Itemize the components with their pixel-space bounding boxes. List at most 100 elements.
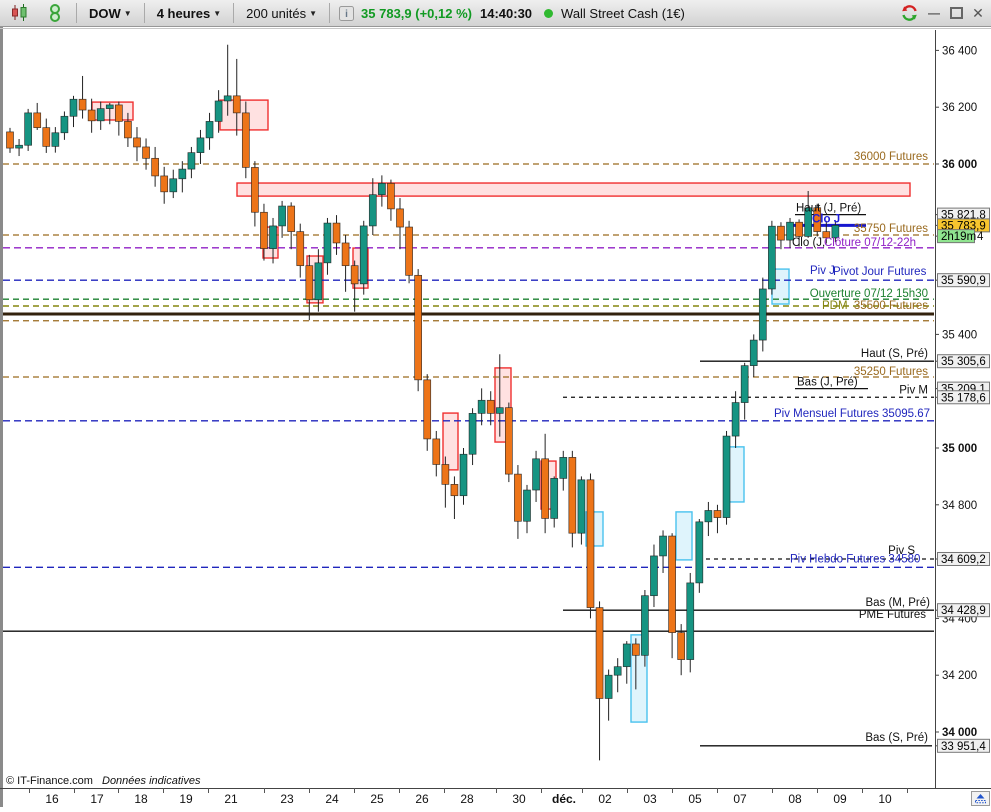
candle <box>577 479 586 534</box>
provider-credit: © IT-Finance.com <box>6 775 93 787</box>
maximize-icon <box>949 7 963 19</box>
candle <box>241 112 250 168</box>
chevron-down-icon: ▼ <box>123 9 132 18</box>
price-tag-label: 35 178,6 <box>941 392 986 404</box>
axis-date-label: 02 <box>598 792 612 806</box>
level-label: Pivot Jour Futures <box>833 266 927 278</box>
level-label: Haut (S, Pré) <box>861 348 928 360</box>
minimize-button[interactable]: — <box>928 6 940 20</box>
axis-date-label: déc. <box>552 792 576 806</box>
axis-date-label: 19 <box>179 792 193 806</box>
units-dropdown[interactable]: 200 unités ▼ <box>240 4 323 23</box>
level-label: 35500 Futures <box>854 300 928 312</box>
candle <box>695 521 704 584</box>
candle <box>822 231 831 239</box>
toolbar-separator <box>329 3 331 23</box>
axis-price-label: 35 400 <box>942 329 977 341</box>
candle <box>260 211 268 249</box>
demand-zone <box>630 634 648 723</box>
candle <box>432 438 441 465</box>
axis-date-label: 07 <box>733 792 747 806</box>
level-label: Piv Mensuel Futures 35095.67 <box>774 408 930 420</box>
level-label: PDM <box>822 300 848 312</box>
chart-toolbar: DOW ▼ 4 heures ▼ 200 unités ▼ i 35 783,9… <box>0 0 991 27</box>
candle <box>278 205 286 227</box>
candle <box>133 137 141 148</box>
candle <box>396 208 404 228</box>
candle <box>731 402 740 437</box>
info-button[interactable]: i <box>336 4 357 23</box>
candle <box>187 152 196 170</box>
chevron-down-icon: ▼ <box>309 9 318 18</box>
candle <box>368 194 377 227</box>
axis-price-label: 36 000 <box>942 159 977 171</box>
price-chart-canvas[interactable]: 36000 Futures Haut (J, Pré)Clo J 35750 Fut… <box>0 27 991 807</box>
date-axis: 16 17 18 19 21 23 24 25 26 28 30 déc. 02 03 05 07 08 09 10 <box>29 788 908 806</box>
link-chain-icon <box>50 4 60 22</box>
refresh-button[interactable] <box>898 2 921 24</box>
candle <box>15 144 23 149</box>
level-label: Bas (S, Pré) <box>865 732 928 744</box>
candle <box>269 225 277 249</box>
candle <box>169 178 178 193</box>
close-button[interactable]: ✕ <box>972 4 984 21</box>
axis-date-label: 28 <box>460 792 474 806</box>
candle <box>486 399 495 414</box>
price-tag-label: 34 609,2 <box>941 554 986 566</box>
price-tag-label: 33 951,4 <box>941 741 986 753</box>
candle <box>96 108 105 122</box>
candle <box>686 582 695 660</box>
candle <box>114 104 123 122</box>
axis-price-label: 35 000 <box>942 443 977 455</box>
candle <box>777 225 785 241</box>
axis-date-label: 25 <box>370 792 384 806</box>
candle <box>33 112 42 128</box>
link-windows-button[interactable] <box>40 1 70 25</box>
candle <box>151 157 159 177</box>
candle <box>51 132 60 147</box>
price-tag <box>937 390 990 405</box>
candle <box>650 555 658 597</box>
candle <box>42 127 51 147</box>
candle <box>713 510 722 518</box>
demand-zone <box>727 446 745 503</box>
candle <box>786 221 794 241</box>
toolbar-separator <box>233 3 235 23</box>
axis-date-label: 03 <box>643 792 657 806</box>
level-label: 36000 Futures <box>854 151 928 163</box>
units-label: 200 unités <box>246 5 307 21</box>
candle <box>586 479 595 608</box>
panel-expander-button[interactable] <box>971 791 990 806</box>
candle <box>87 109 96 122</box>
chart-style-button[interactable] <box>4 1 36 25</box>
candle <box>514 473 522 522</box>
candle <box>477 399 486 414</box>
level-label: 35750 Futures <box>854 223 928 235</box>
candle <box>124 121 132 139</box>
candle <box>813 207 822 232</box>
axis-date-label: 05 <box>688 792 702 806</box>
candle <box>795 221 803 237</box>
candle <box>722 435 731 518</box>
axis-price-label: 34 000 <box>942 727 977 739</box>
candle <box>160 175 169 193</box>
symbol-dropdown[interactable]: DOW ▼ <box>83 4 138 23</box>
candle <box>604 674 613 699</box>
candle <box>223 95 232 102</box>
timeframe-dropdown[interactable]: 4 heures ▼ <box>151 4 227 23</box>
axis-price-label: 36 400 <box>942 45 977 57</box>
candlestick-icon <box>12 4 27 21</box>
candle <box>69 98 78 117</box>
timeframe-label: 4 heures <box>156 5 211 21</box>
candle <box>704 510 713 523</box>
maximize-button[interactable] <box>947 4 965 22</box>
chevron-down-icon: ▼ <box>213 9 222 18</box>
candle <box>505 407 513 475</box>
candle <box>523 489 531 522</box>
level-label: Clo J <box>812 213 840 225</box>
svg-text:i: i <box>345 9 348 20</box>
axis-date-label: 18 <box>134 792 148 806</box>
axis-price-label: 36 200 <box>942 102 977 114</box>
price-tag-label: 2h19m <box>941 231 976 243</box>
